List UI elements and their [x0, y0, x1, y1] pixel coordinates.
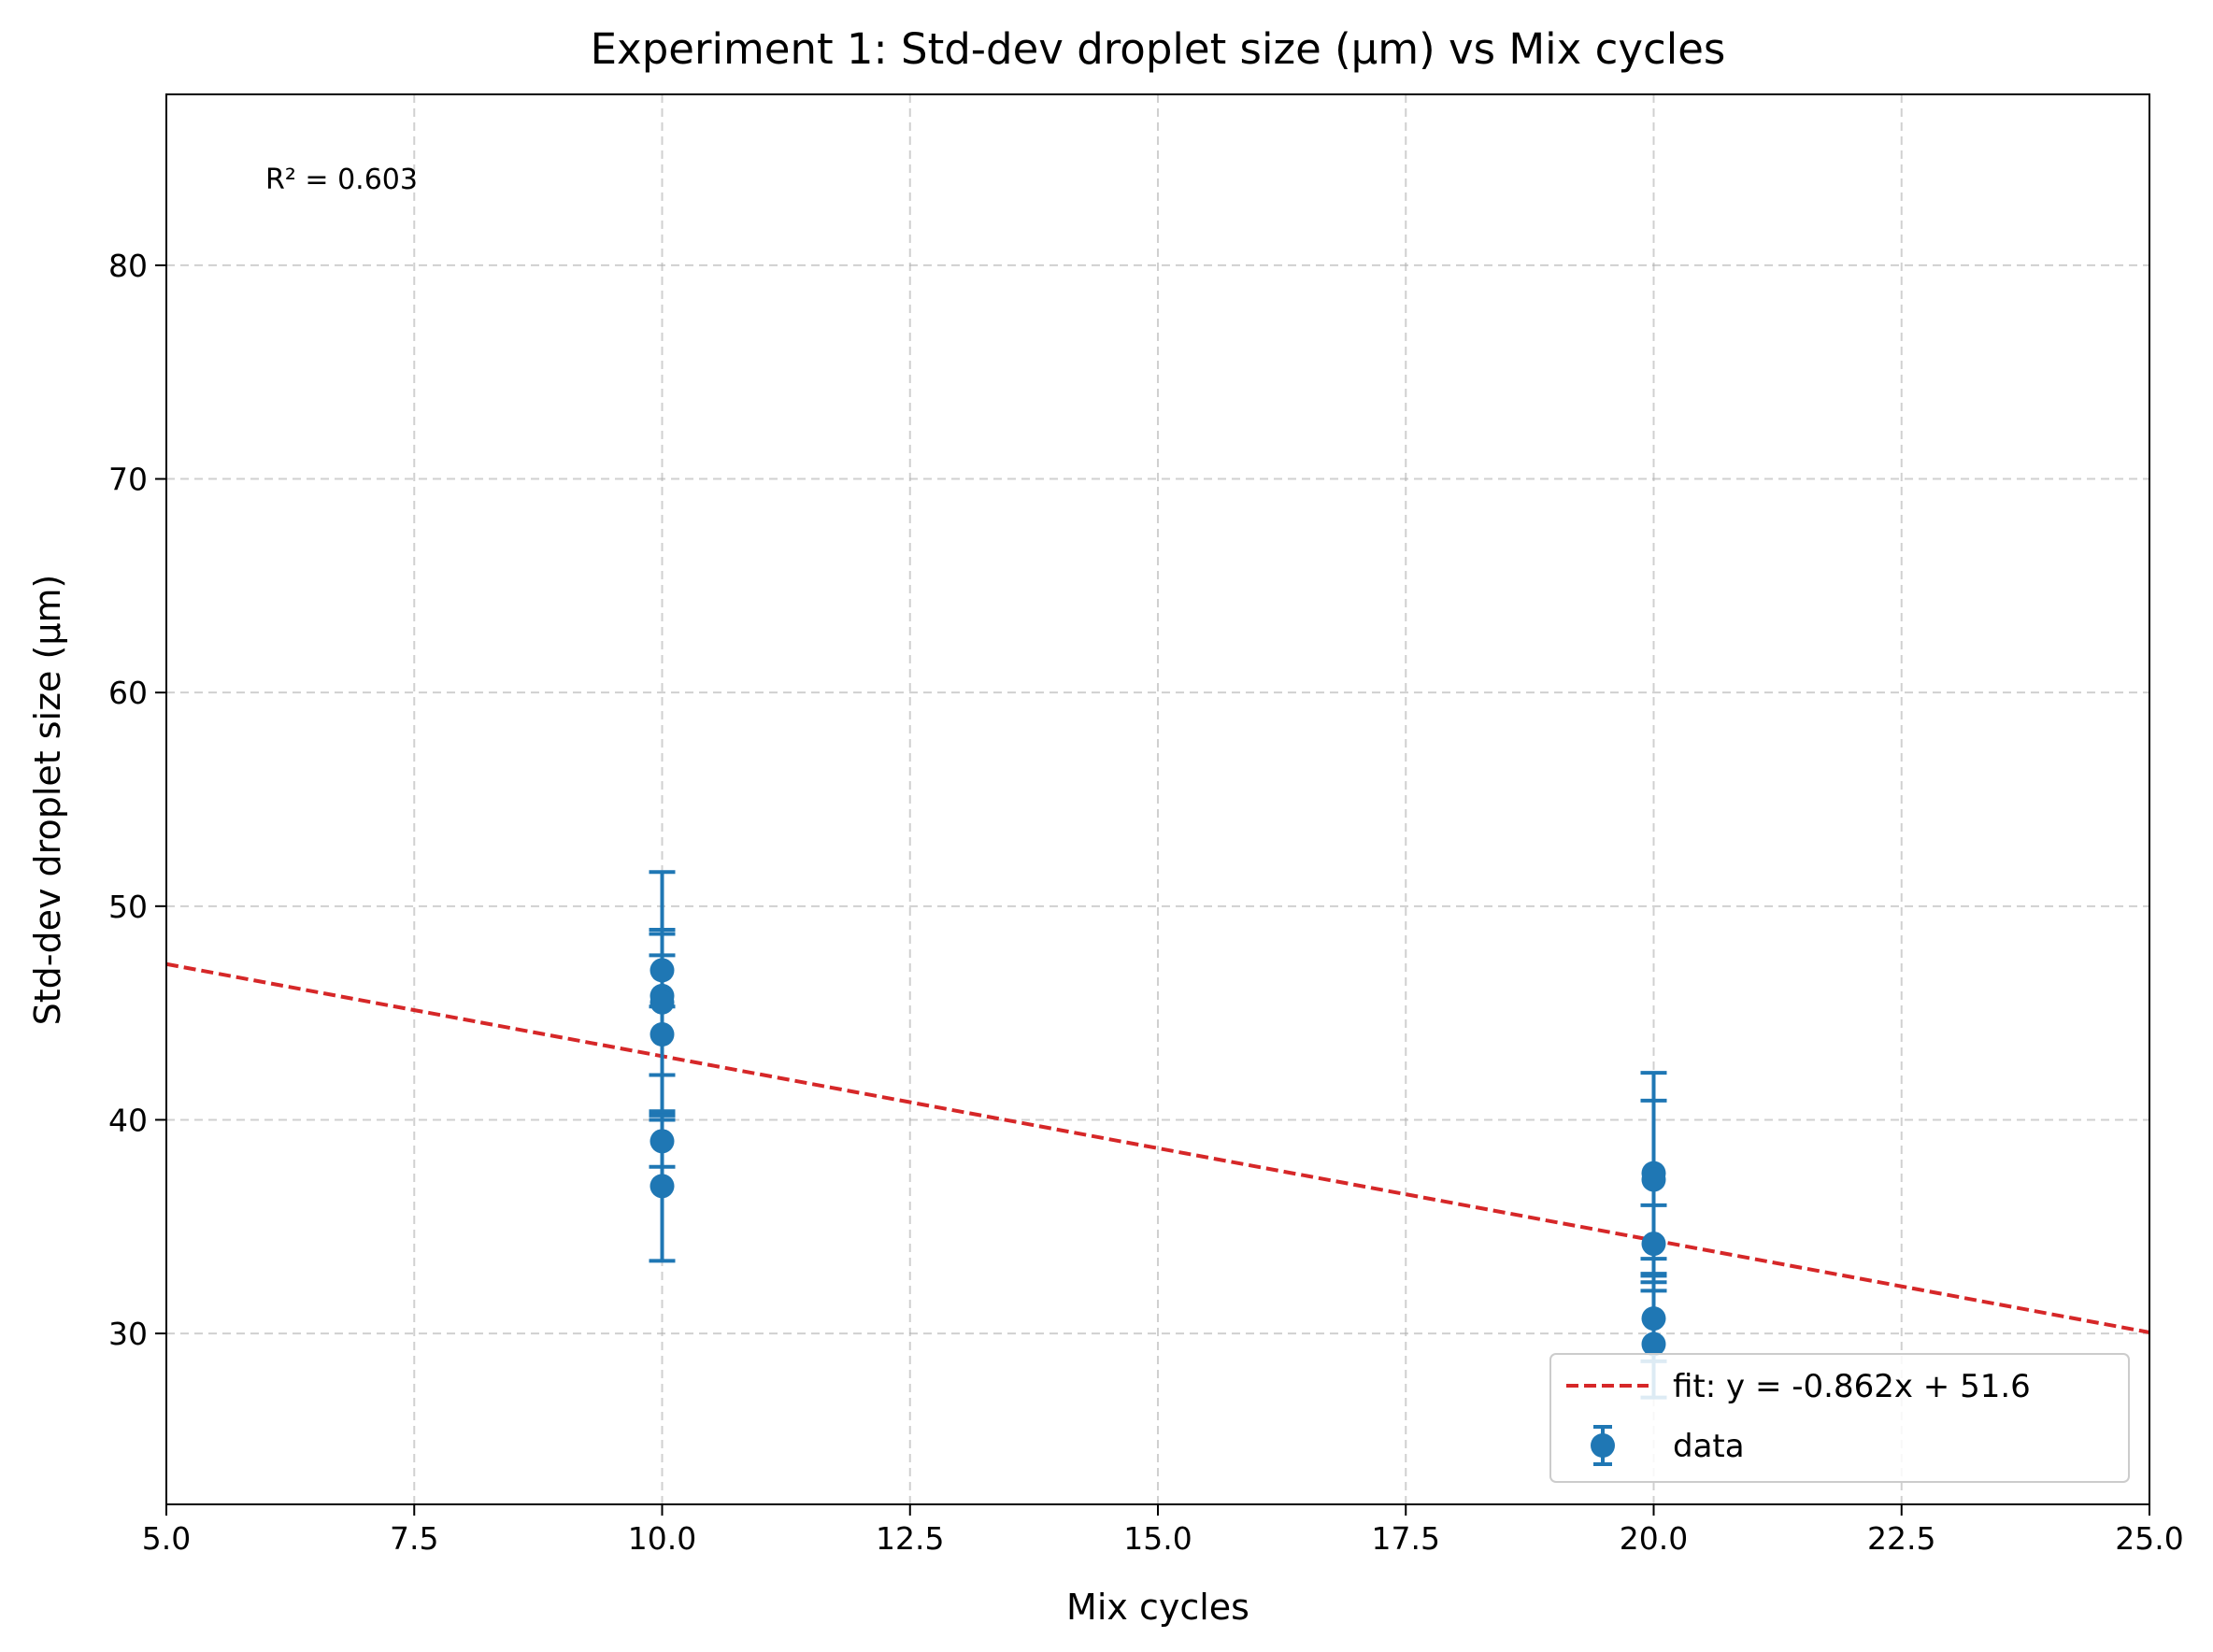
x-tick-label: 7.5	[390, 1520, 438, 1557]
chart-title: Experiment 1: Std-dev droplet size (µm) …	[591, 24, 1726, 74]
x-tick-label: 20.0	[1620, 1520, 1688, 1557]
data-point	[649, 1109, 676, 1263]
grid	[166, 94, 2149, 1504]
data-marker	[650, 1174, 675, 1199]
x-tick-label: 12.5	[876, 1520, 944, 1557]
fit-layer	[165, 961, 2150, 1334]
x-axis-label: Mix cycles	[1066, 1587, 1249, 1628]
r-squared-annotation: R² = 0.603	[265, 164, 418, 196]
x-tick-label: 22.5	[1867, 1520, 1935, 1557]
legend-box	[1549, 1353, 2130, 1483]
legend-data-marker	[1591, 1433, 1615, 1458]
x-tick-label: 17.5	[1372, 1520, 1440, 1557]
points-layer	[649, 870, 1667, 1400]
legend-data-label: data	[1673, 1428, 1745, 1465]
x-axis-ticks: 5.0 7.5 10.0 12.5 15.0 17.5 20.0 22.5 25.0	[142, 1504, 2184, 1557]
y-axis-ticks: 30 40 50 60 70 80	[108, 248, 166, 1352]
y-tick-label: 60	[108, 675, 148, 711]
data-marker	[1641, 1167, 1666, 1192]
x-tick-label: 5.0	[142, 1520, 191, 1557]
legend-fit-label: fit: y = -0.862x + 51.6	[1673, 1368, 2031, 1405]
y-tick-label: 50	[108, 889, 148, 925]
data-marker	[650, 1022, 675, 1047]
legend: fit: y = -0.862x + 51.6 data	[1549, 1353, 2130, 1483]
y-tick-label: 30	[108, 1316, 148, 1352]
y-tick-label: 80	[108, 248, 148, 284]
y-tick-label: 70	[108, 462, 148, 498]
y-tick-label: 40	[108, 1102, 148, 1138]
x-tick-label: 15.0	[1123, 1520, 1192, 1557]
fit-line	[165, 961, 2150, 1334]
y-axis-label: Std-dev droplet size (µm)	[27, 575, 68, 1026]
data-marker	[1641, 1332, 1666, 1357]
x-tick-label: 10.0	[628, 1520, 696, 1557]
data-marker	[1641, 1232, 1666, 1257]
x-tick-label: 25.0	[2115, 1520, 2183, 1557]
